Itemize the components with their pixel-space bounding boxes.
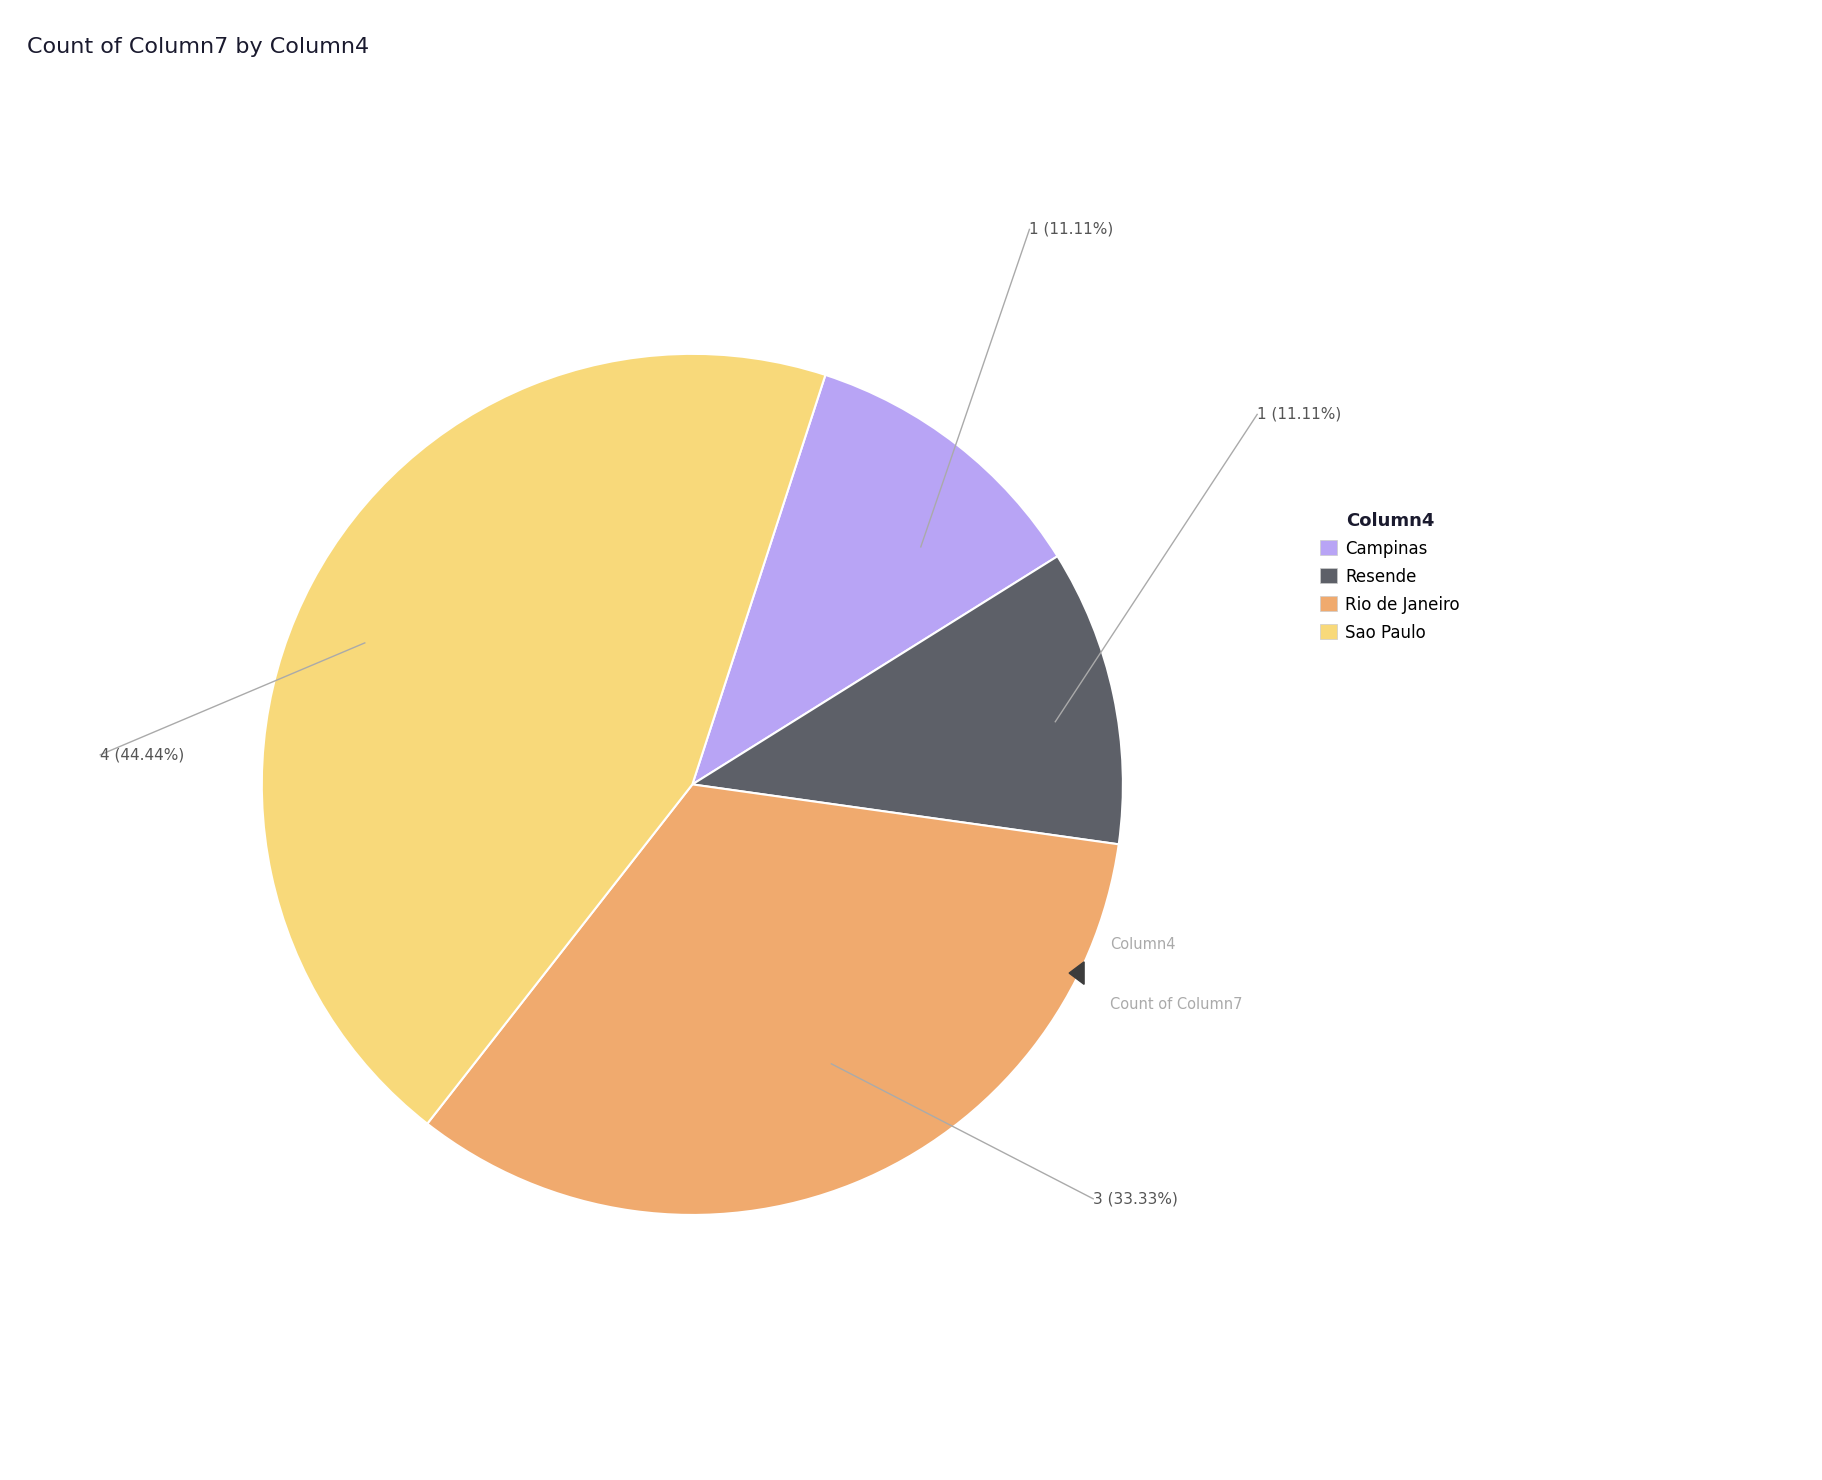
Text: Column4: Column4 <box>1110 937 1175 953</box>
Text: 1 (11.11%): 1 (11.11%) <box>1029 222 1113 237</box>
Wedge shape <box>692 556 1122 844</box>
Text: Count of Column7: Count of Column7 <box>1110 996 1243 1011</box>
Legend: Campinas, Resende, Rio de Janeiro, Sao Paulo: Campinas, Resende, Rio de Janeiro, Sao P… <box>1321 512 1459 641</box>
Text: 3 (33.33%): 3 (33.33%) <box>1093 1191 1179 1206</box>
Wedge shape <box>692 374 1057 784</box>
Text: Count of Column7 by Column4: Count of Column7 by Column4 <box>27 37 370 58</box>
Text: 1 (11.11%): 1 (11.11%) <box>1257 407 1341 422</box>
Wedge shape <box>262 354 825 1123</box>
Polygon shape <box>1070 962 1084 984</box>
Wedge shape <box>428 784 1119 1215</box>
Text: 3 (33.33%): 3 (33.33%) <box>1306 996 1396 1011</box>
Text: 4 (44.44%): 4 (44.44%) <box>100 747 184 762</box>
Text: Rio de Janeiro: Rio de Janeiro <box>1306 937 1421 953</box>
